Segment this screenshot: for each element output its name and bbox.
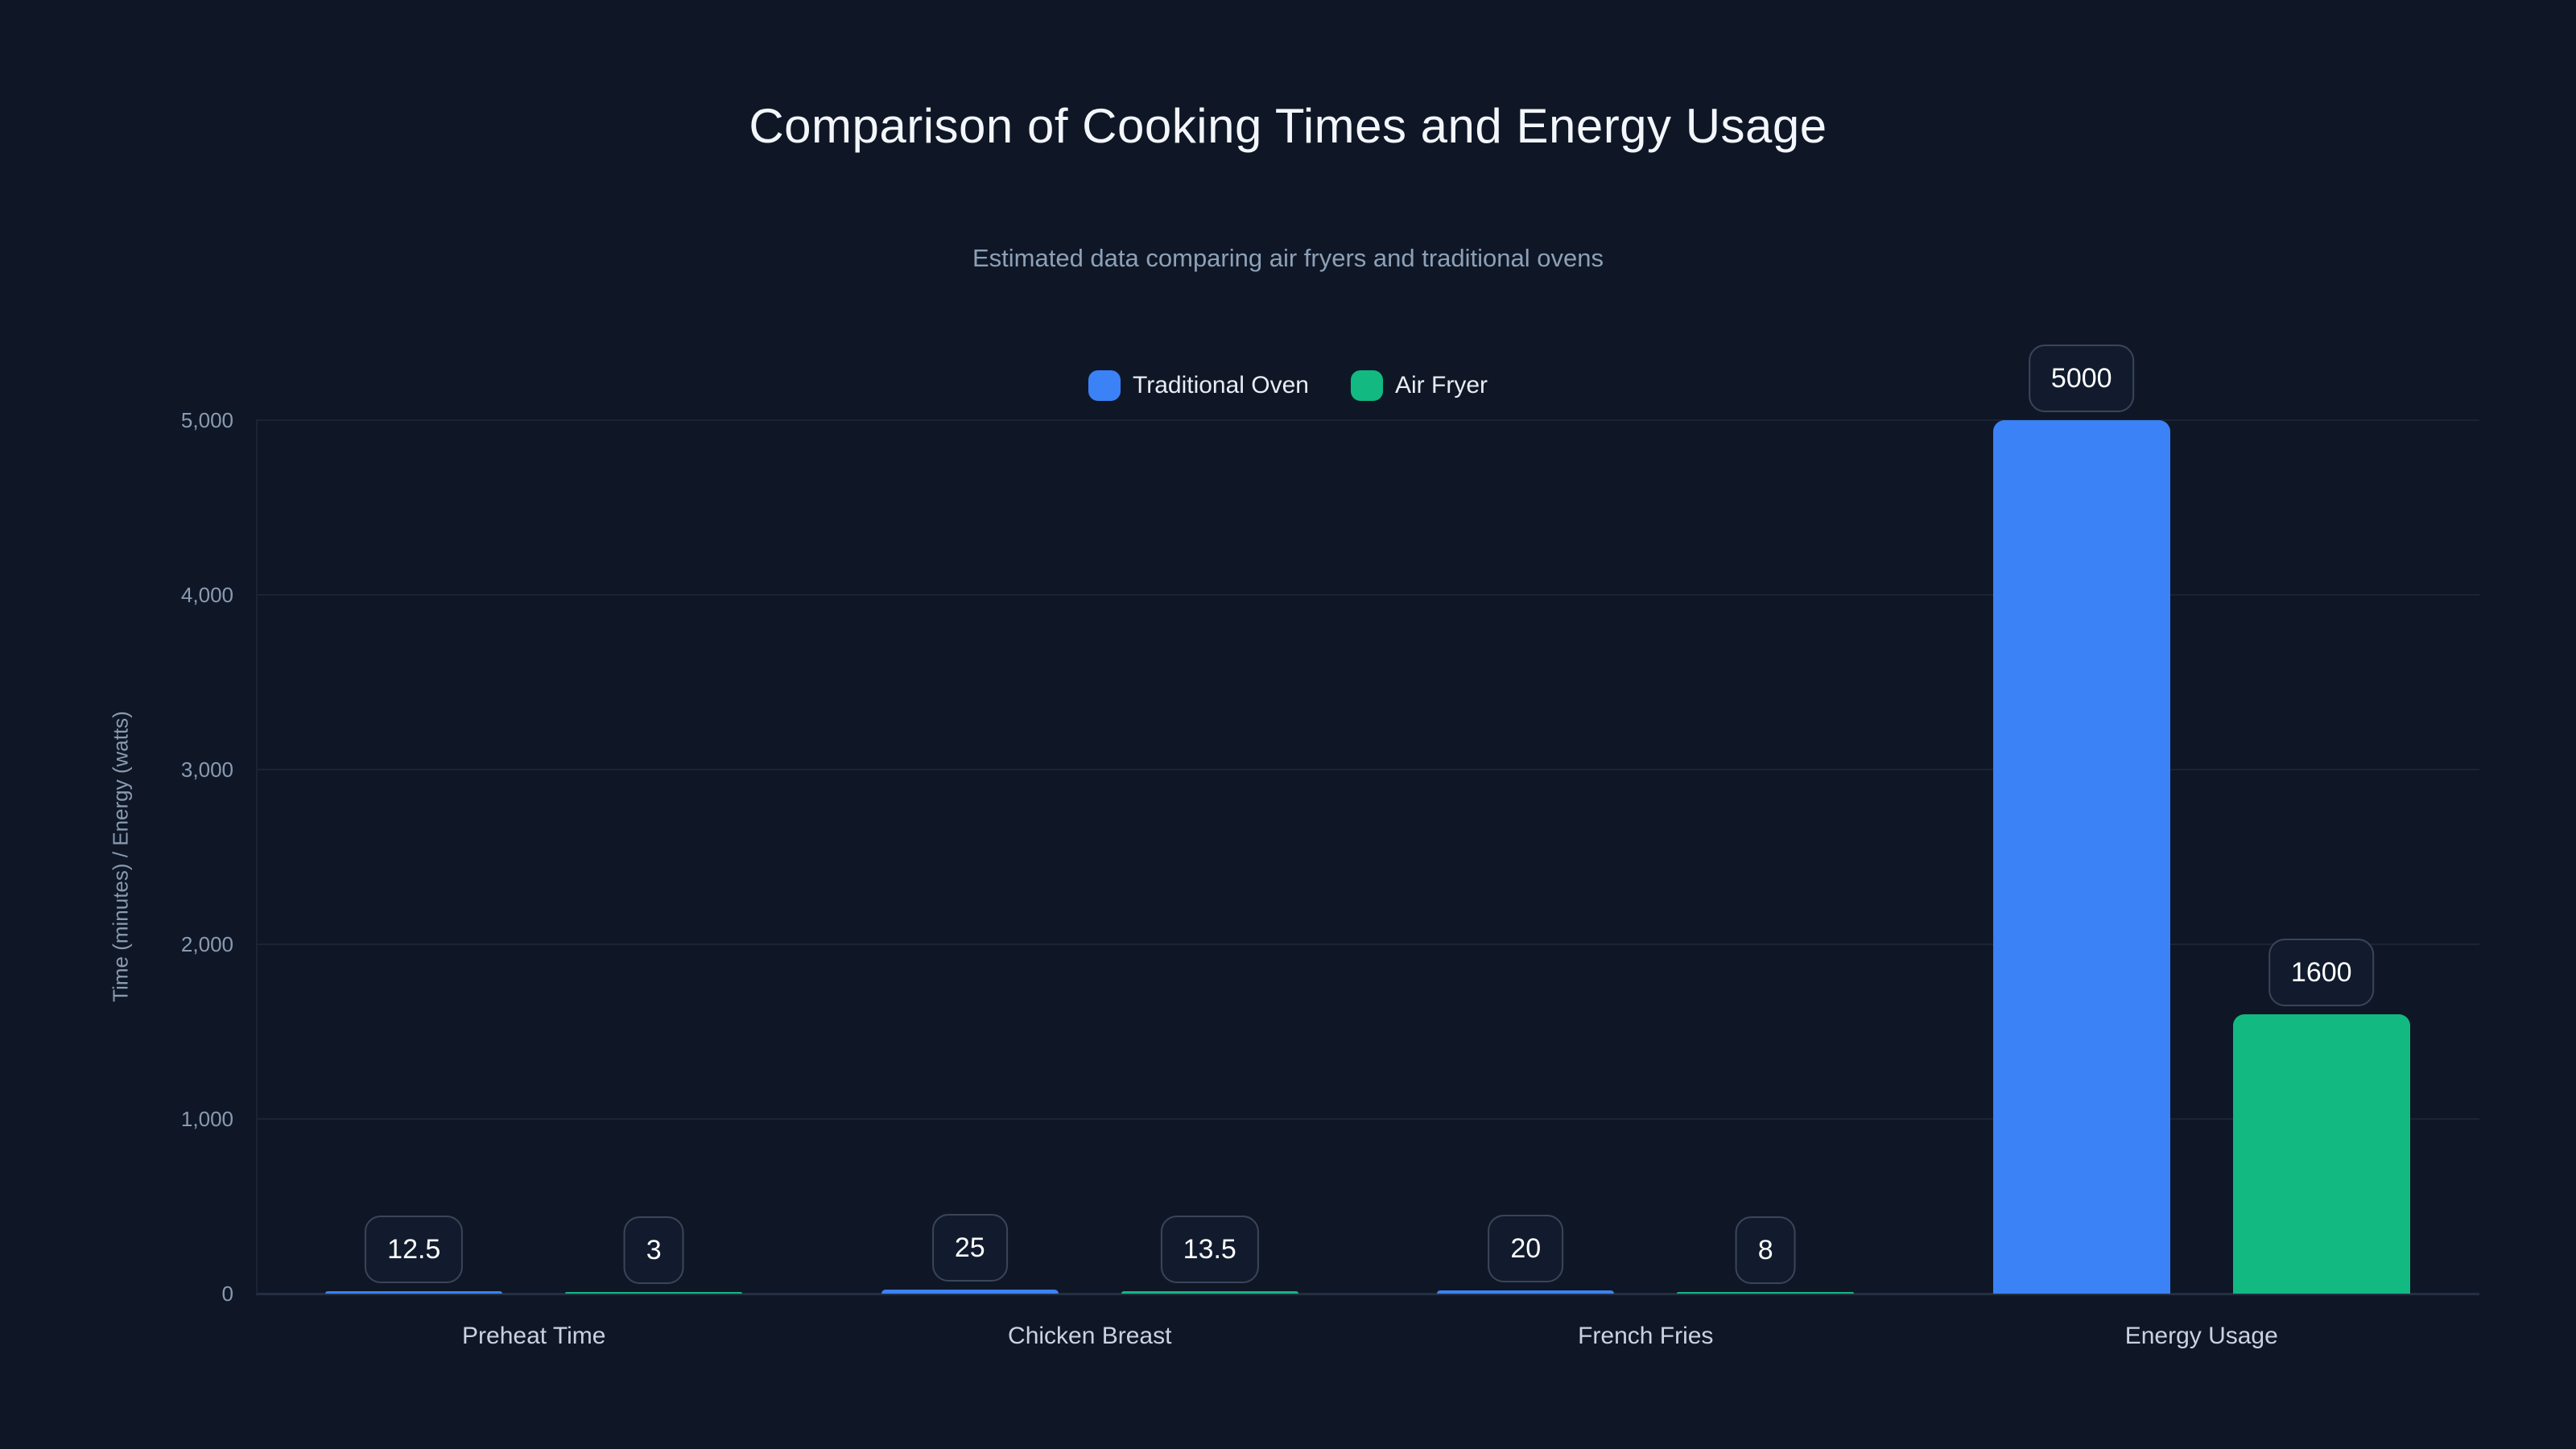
legend-label-air-fryer: Air Fryer — [1395, 372, 1488, 398]
x-label-french-fries: French Fries — [1578, 1323, 1714, 1349]
y-axis-ticks: 0 1,000 2,000 3,000 4,000 5,000 — [0, 408, 233, 1306]
bar-traditional-oven-energy-usage[interactable] — [1992, 420, 2170, 1294]
y-tick-1000: 1,000 — [180, 1107, 233, 1131]
y-tick-0: 0 — [221, 1282, 233, 1306]
value-label-air-fryer-energy-usage: 1600 — [2268, 938, 2375, 1006]
gridline-5000 — [256, 419, 2479, 421]
x-label-preheat-time: Preheat Time — [462, 1323, 606, 1349]
value-label-air-fryer-preheat-time: 3 — [623, 1216, 684, 1284]
legend-label-traditional-oven: Traditional Oven — [1133, 372, 1309, 398]
value-label-air-fryer-french-fries: 8 — [1735, 1216, 1796, 1284]
y-tick-3000: 3,000 — [180, 758, 233, 782]
bar-air-fryer-chicken-breast[interactable] — [1121, 1291, 1298, 1294]
bar-traditional-oven-preheat-time[interactable] — [325, 1291, 503, 1294]
gridline-3000 — [256, 769, 2479, 770]
bar-traditional-oven-chicken-breast[interactable] — [881, 1289, 1059, 1294]
legend-item-air-fryer[interactable]: Air Fryer — [1351, 370, 1488, 401]
x-axis-baseline — [256, 1293, 2479, 1295]
bar-air-fryer-energy-usage[interactable] — [2232, 1013, 2410, 1294]
y-tick-2000: 2,000 — [180, 932, 233, 956]
bar-air-fryer-french-fries[interactable] — [1677, 1292, 1855, 1294]
legend-swatch-air-fryer — [1351, 370, 1383, 401]
page-subtitle: Estimated data comparing air fryers and … — [972, 244, 1604, 272]
y-tick-4000: 4,000 — [180, 583, 233, 607]
x-label-energy-usage: Energy Usage — [2124, 1323, 2278, 1349]
x-label-chicken-breast: Chicken Breast — [1008, 1323, 1172, 1349]
legend-swatch-traditional-oven — [1088, 370, 1121, 401]
plot-area: Preheat Time 12.5 3 Chicken Breast 25 13.5 Fre… — [256, 345, 2479, 1349]
gridline-1000 — [256, 1118, 2479, 1120]
value-label-traditional-oven-chicken-breast: 25 — [931, 1213, 1008, 1282]
legend: Traditional Oven Air Fryer — [0, 370, 2576, 401]
value-label-air-fryer-chicken-breast: 13.5 — [1160, 1216, 1259, 1284]
value-label-traditional-oven-french-fries: 20 — [1488, 1214, 1564, 1282]
value-label-traditional-oven-preheat-time: 12.5 — [365, 1216, 464, 1284]
y-tick-5000: 5,000 — [180, 408, 233, 432]
gridline-4000 — [256, 594, 2479, 596]
page-title: Comparison of Cooking Times and Energy U… — [749, 99, 1827, 153]
legend-item-traditional-oven[interactable]: Traditional Oven — [1088, 370, 1309, 401]
y-axis-line — [256, 420, 258, 1294]
bar-traditional-oven-french-fries[interactable] — [1437, 1290, 1615, 1294]
bar-air-fryer-preheat-time[interactable] — [565, 1292, 743, 1294]
gridline-2000 — [256, 943, 2479, 945]
value-label-traditional-oven-energy-usage: 5000 — [2028, 345, 2135, 412]
